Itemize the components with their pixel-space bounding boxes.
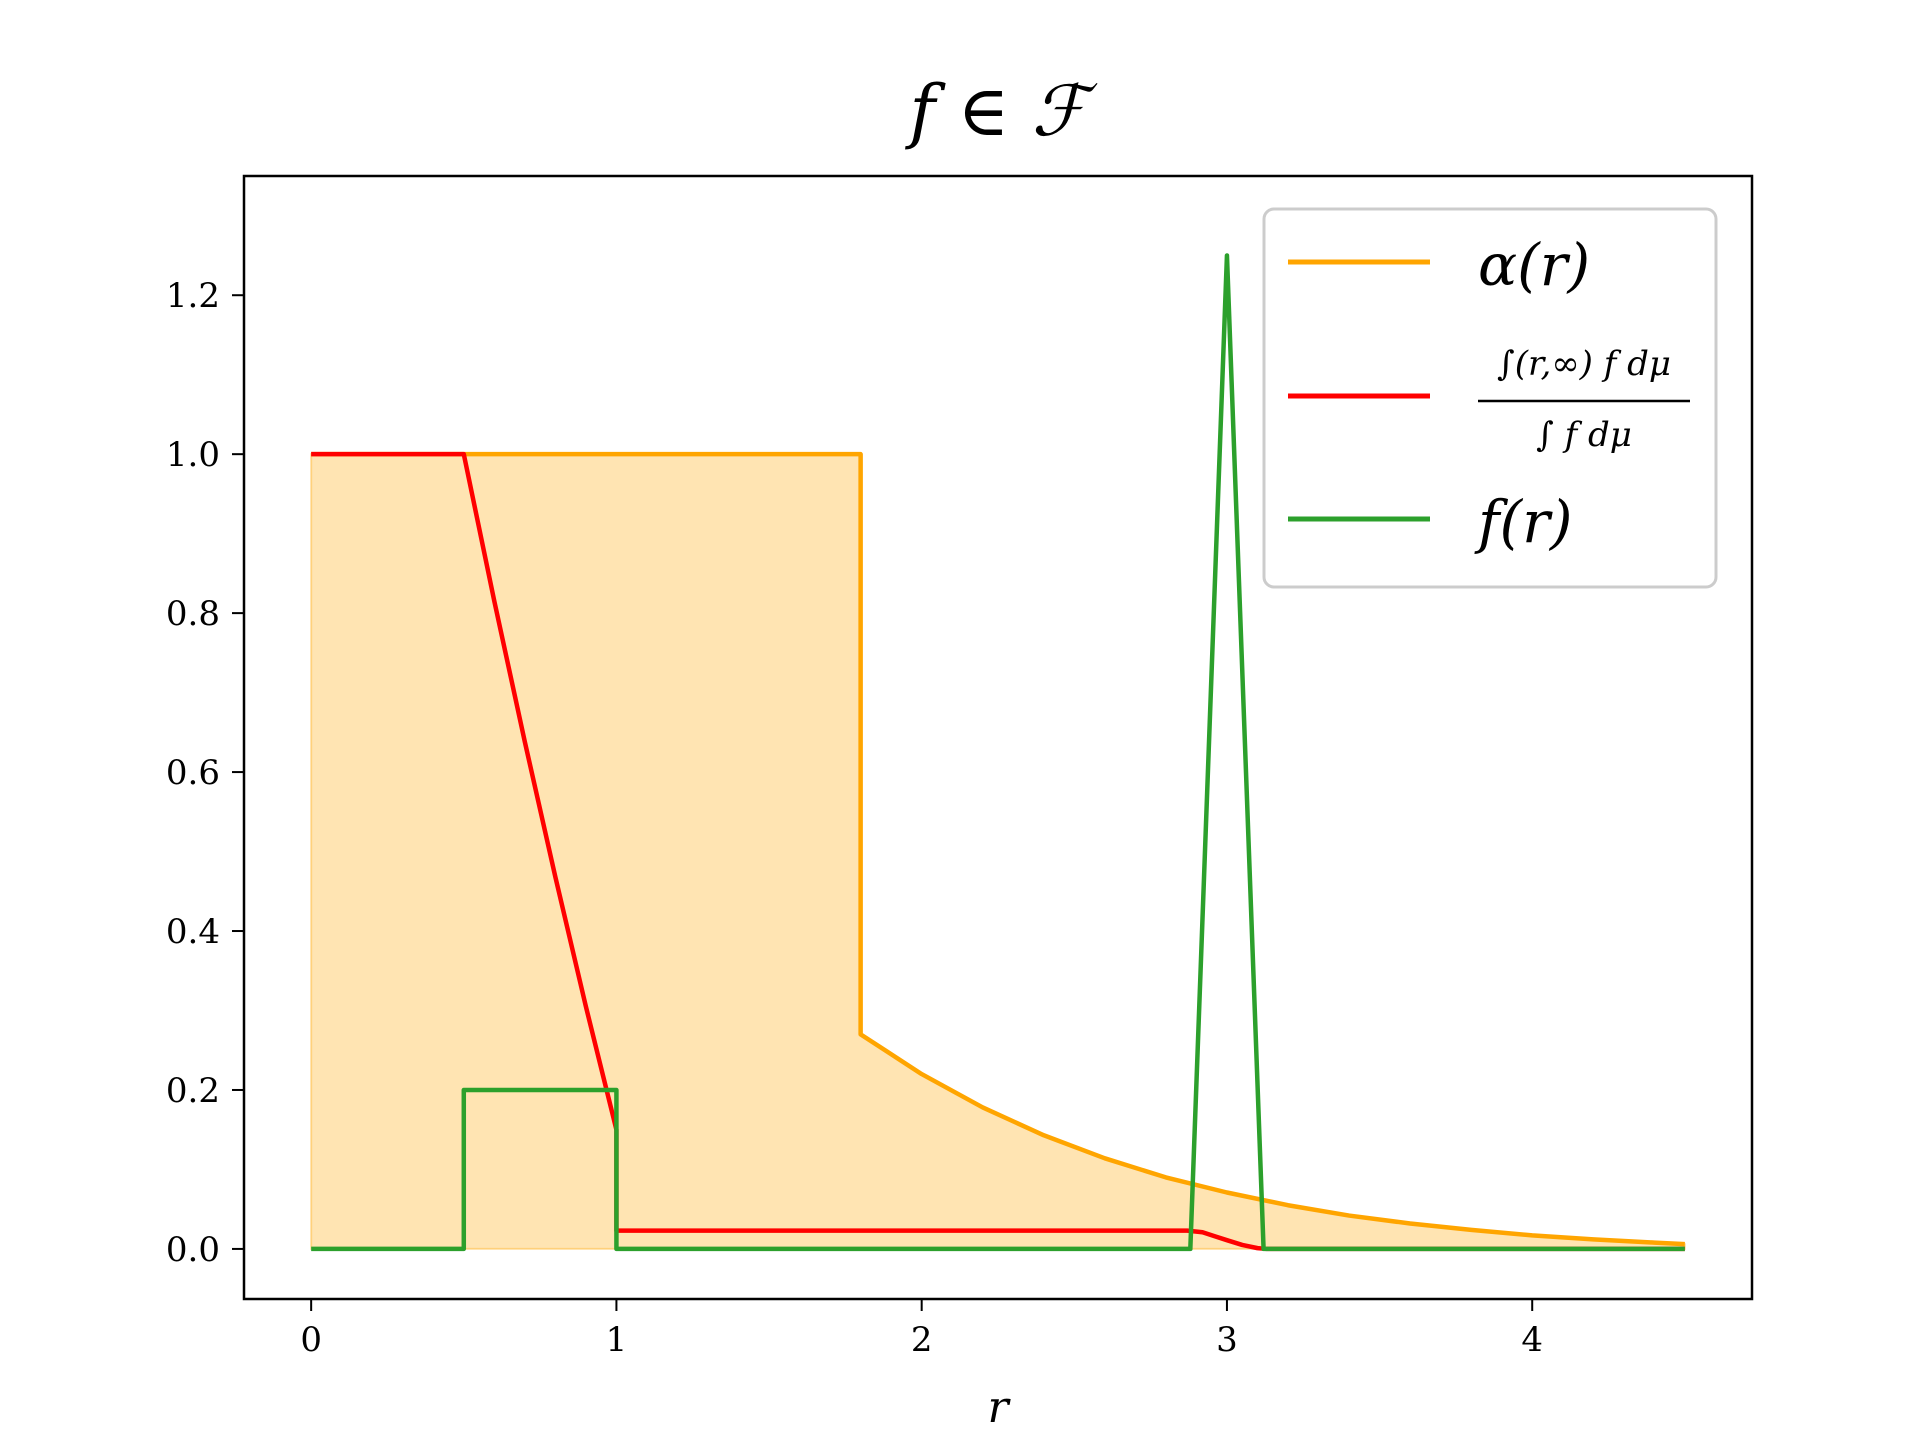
x-axis-label: r — [987, 1382, 1011, 1433]
y-tick-label: 0.0 — [166, 1230, 220, 1270]
y-tick-label: 0.2 — [166, 1071, 220, 1111]
legend-box — [1262, 207, 1718, 589]
chart-title: f ∈ ℱ — [904, 70, 1097, 152]
legend-label-alpha: α(r) — [1478, 231, 1590, 299]
series-line-tail-ratio — [311, 451, 1685, 1252]
legend: α(r) ∫(r,∞) f dμ ∫ f dμ f(r) — [1262, 207, 1718, 589]
legend-label-f: f(r) — [1474, 488, 1572, 556]
plot-frame — [242, 174, 1754, 1301]
legend-label-ratio-denominator: ∫ f dμ — [1536, 415, 1632, 455]
x-tick-label: 2 — [911, 1320, 933, 1360]
series-line-f — [311, 253, 1685, 1252]
y-tick-label: 0.8 — [166, 594, 220, 634]
x-tick-label: 4 — [1521, 1320, 1543, 1360]
y-tick-label: 1.0 — [166, 435, 220, 475]
series-line-alpha — [311, 451, 1685, 1247]
x-tick-label: 0 — [300, 1320, 322, 1360]
y-axis: 0.0 0.2 0.4 0.6 0.8 1.0 1.2 — [166, 276, 244, 1270]
series-line-layer — [311, 253, 1685, 1252]
legend-label-ratio-numerator: ∫(r,∞) f dμ — [1497, 344, 1671, 384]
y-tick-label: 0.4 — [166, 912, 220, 952]
y-tick-label: 1.2 — [166, 276, 220, 316]
x-tick-label: 1 — [606, 1320, 628, 1360]
y-tick-label: 0.6 — [166, 753, 220, 793]
x-axis: 0 1 2 3 4 — [300, 1299, 1543, 1360]
x-tick-label: 3 — [1216, 1320, 1238, 1360]
